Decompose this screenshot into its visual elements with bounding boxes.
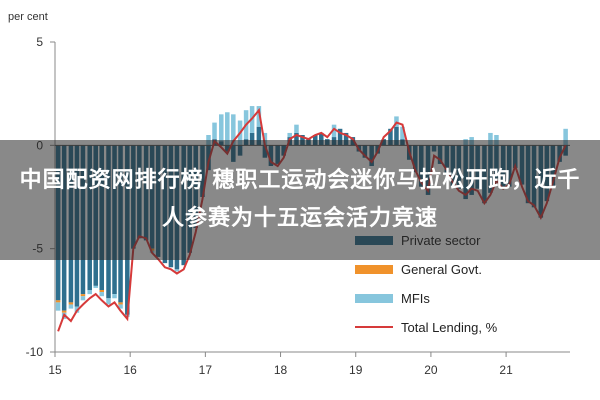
x-tick-label: 21 bbox=[499, 363, 513, 377]
x-tick-label: 18 bbox=[274, 363, 288, 377]
government-bar bbox=[99, 290, 105, 293]
mfi-bar bbox=[262, 132, 268, 146]
mfi-bar bbox=[93, 285, 98, 288]
private-bar bbox=[394, 126, 399, 146]
x-tick-label: 15 bbox=[48, 363, 62, 377]
private-bar bbox=[337, 128, 343, 146]
mfi-bar bbox=[225, 112, 230, 146]
mfi-bar bbox=[256, 106, 262, 127]
x-axis-ticks: 15 16 17 18 19 20 21 bbox=[48, 352, 513, 377]
mfi-bar bbox=[212, 122, 217, 140]
mfi-bar bbox=[231, 114, 236, 146]
private-bar bbox=[343, 132, 349, 146]
mfi-bar bbox=[112, 294, 117, 299]
private-bar bbox=[388, 128, 393, 146]
private-bar bbox=[256, 126, 262, 146]
mfi-bar bbox=[68, 304, 74, 309]
private-bar bbox=[249, 132, 255, 146]
legend-label: Total Lending, % bbox=[401, 320, 498, 335]
x-tick-label: 20 bbox=[424, 363, 438, 377]
government-bar bbox=[80, 294, 86, 297]
government-bar bbox=[118, 302, 123, 305]
legend-label: MFIs bbox=[401, 291, 430, 306]
x-tick-label: 19 bbox=[349, 363, 363, 377]
mfi-bar bbox=[294, 124, 299, 133]
mfi-bar bbox=[287, 132, 292, 138]
legend-swatch bbox=[355, 265, 393, 274]
mfi-bar bbox=[174, 269, 180, 272]
x-tick-label: 17 bbox=[199, 363, 213, 377]
mfi-bar bbox=[488, 132, 493, 146]
government-bar bbox=[68, 302, 74, 305]
mfi-bar bbox=[118, 304, 123, 309]
x-tick-label: 16 bbox=[124, 363, 138, 377]
mfi-bar bbox=[219, 114, 224, 142]
mfi-bar bbox=[55, 302, 61, 311]
caption-overlay: 中国配资网排行榜 穗职工运动会迷你马拉松开跑，近千人参赛为十五运会活力竞速 bbox=[0, 140, 600, 260]
mfi-bar bbox=[99, 292, 105, 297]
legend-swatch bbox=[355, 294, 393, 303]
mfi-bar bbox=[331, 124, 337, 138]
y-axis-unit-label: per cent bbox=[8, 11, 48, 23]
mfi-bar bbox=[400, 126, 405, 140]
y-tick-label: 5 bbox=[36, 35, 43, 49]
mfi-bar bbox=[106, 298, 111, 305]
y-tick-label: -10 bbox=[26, 345, 44, 359]
mfi-bar bbox=[80, 296, 86, 301]
mfi-bar bbox=[563, 128, 568, 146]
legend-label: General Govt. bbox=[401, 262, 482, 277]
caption-text: 中国配资网排行榜 穗职工运动会迷你马拉松开跑，近千人参赛为十五运会活力竞速 bbox=[19, 168, 581, 231]
private-bar bbox=[294, 132, 299, 146]
mfi-bar bbox=[87, 290, 92, 295]
private-bar bbox=[319, 132, 324, 146]
government-bar bbox=[61, 310, 67, 313]
government-bar bbox=[55, 300, 61, 303]
